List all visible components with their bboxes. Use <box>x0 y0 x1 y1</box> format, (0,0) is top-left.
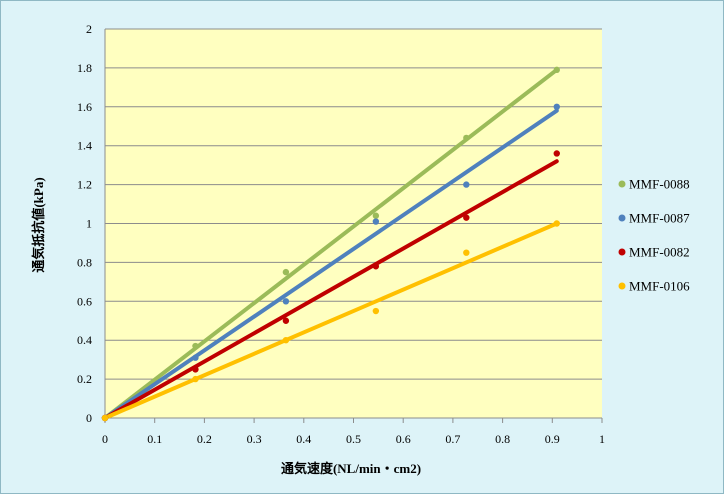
y-tick-label: 0.2 <box>77 372 92 386</box>
trendline-MMF-0087 <box>103 108 559 420</box>
data-point-MMF-0106 <box>101 414 109 422</box>
x-tick-label: 0.3 <box>247 432 262 446</box>
data-point-MMF-0106 <box>553 220 560 227</box>
x-tick-label: 0.1 <box>147 432 162 446</box>
y-tick-label: 1.6 <box>77 100 92 114</box>
x-tick-label: 0 <box>102 432 108 446</box>
data-point-MMF-0082 <box>192 366 199 373</box>
trendline-MMF-0082 <box>103 159 559 420</box>
gridlines <box>105 28 602 380</box>
legend-marker <box>618 282 626 290</box>
trendline-MMF-0088 <box>103 67 559 420</box>
x-tick-label: 1 <box>599 432 605 446</box>
legend-marker <box>618 180 626 188</box>
y-tick-label: 1.4 <box>77 139 92 153</box>
data-point-MMF-0087 <box>553 103 560 111</box>
data-point-MMF-0087 <box>282 298 290 305</box>
data-point-MMF-0087 <box>192 354 199 361</box>
y-tick-label: 0.6 <box>77 294 92 308</box>
y-tick-label: 0.4 <box>77 333 92 347</box>
x-tick-label: 0.4 <box>296 432 311 446</box>
y-tick-labels: 0 0.2 0.4 0.6 0.8 1 1.2 1.4 1.6 1.8 2 <box>77 22 92 425</box>
data-points <box>101 66 560 422</box>
x-tick-label: 0.9 <box>545 432 560 446</box>
trendline-MMF-0106 <box>103 221 559 420</box>
x-tick-label: 0.8 <box>495 432 510 446</box>
legend: MMF-0088 MMF-0087 MMF-0082 MMF-0106 <box>618 177 690 294</box>
data-point-MMF-0082 <box>282 317 290 324</box>
legend-label: MMF-0088 <box>629 177 690 192</box>
legend-marker <box>618 248 626 256</box>
data-point-MMF-0088 <box>282 268 290 276</box>
trendlines <box>103 67 559 420</box>
x-tick-label: 0.7 <box>445 432 460 446</box>
x-tick-label: 0.6 <box>396 432 411 446</box>
legend-label: MMF-0087 <box>629 211 690 226</box>
legend-marker <box>618 214 626 222</box>
y-axis-label: 通気抵抗値(kPa) <box>31 177 46 272</box>
y-tick-label: 1 <box>86 217 92 231</box>
y-tick-label: 2 <box>86 22 92 36</box>
axes <box>104 29 603 423</box>
x-tick-label: 0.5 <box>346 432 361 446</box>
data-point-MMF-0087 <box>463 181 470 188</box>
data-point-MMF-0106 <box>463 249 470 256</box>
data-point-MMF-0088 <box>553 66 560 74</box>
y-tick-label: 0 <box>86 411 92 425</box>
data-point-MMF-0087 <box>372 218 380 225</box>
data-point-MMF-0106 <box>192 375 199 383</box>
x-tick-label: 0.2 <box>197 432 212 446</box>
y-tick-label: 1.8 <box>77 61 92 75</box>
data-point-MMF-0106 <box>282 337 290 344</box>
data-point-MMF-0082 <box>372 263 380 270</box>
y-tick-label: 1.2 <box>77 178 92 192</box>
data-point-MMF-0088 <box>372 212 380 219</box>
legend-label: MMF-0106 <box>629 279 690 294</box>
data-point-MMF-0106 <box>372 307 380 315</box>
data-point-MMF-0082 <box>553 150 560 157</box>
data-point-MMF-0088 <box>463 134 470 142</box>
y-tick-label: 0.8 <box>77 255 92 269</box>
data-point-MMF-0088 <box>192 342 199 350</box>
x-tick-labels: 0 0.1 0.2 0.3 0.4 0.5 0.6 0.7 0.8 0.9 1 <box>102 432 605 446</box>
data-point-MMF-0082 <box>463 214 470 221</box>
x-axis-label: 通気速度(NL/min・cm2) <box>281 461 421 476</box>
legend-label: MMF-0082 <box>629 245 690 260</box>
